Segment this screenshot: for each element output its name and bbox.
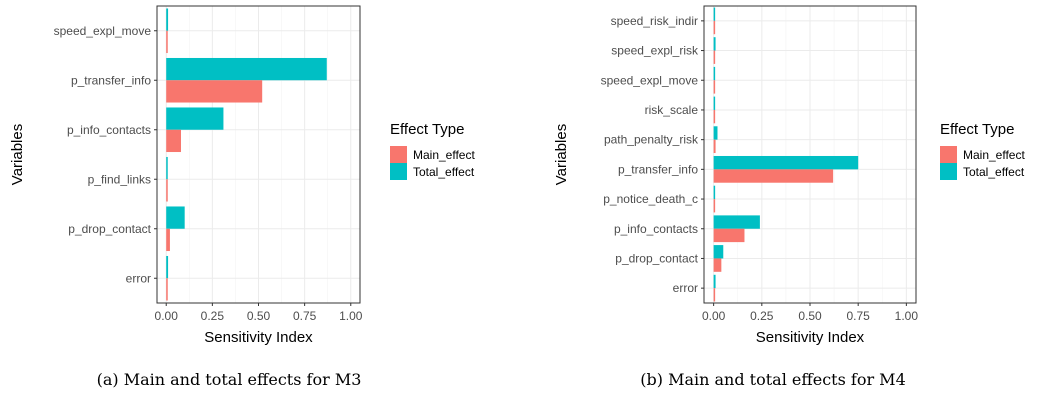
bar-total-effect — [713, 96, 716, 110]
x-axis-title: Sensitivity Index — [204, 329, 313, 346]
x-tick-label: 0.25 — [750, 309, 774, 323]
y-tick-label: p_transfer_info — [71, 73, 151, 87]
figure-caption: (a) Main and total effects for M3 — [97, 370, 362, 389]
bar-total-effect — [713, 37, 716, 51]
y-tick-label: p_transfer_info — [618, 162, 698, 176]
x-tick-label: 0.00 — [155, 309, 179, 323]
x-tick-label: 0.25 — [201, 309, 225, 323]
y-tick-label: risk_scale — [645, 103, 699, 117]
y-tick-label: p_drop_contact — [68, 222, 151, 236]
legend: Effect Type Main_effect Total_effect — [390, 121, 475, 180]
bar-total-effect — [713, 126, 718, 140]
bar-total-effect — [166, 156, 168, 180]
bar-main-effect — [713, 50, 716, 64]
chart-b: speed_risk_indir speed_expl_risk speed_exp… — [553, 5, 1025, 389]
legend-label: Total_effect — [413, 165, 475, 179]
bar-main-effect — [713, 288, 716, 302]
legend-label: Main_effect — [963, 148, 1025, 162]
legend-key-total-effect — [390, 163, 407, 180]
bar-total-effect — [166, 57, 327, 81]
y-tick-label: p_info_contacts — [614, 222, 698, 236]
bar-main-effect — [166, 30, 168, 54]
y-tick-label: speed_expl_move — [54, 24, 152, 38]
y-tick-label: p_info_contacts — [67, 123, 151, 137]
bar-main-effect — [713, 169, 834, 183]
x-tick-label: 0.75 — [293, 309, 317, 323]
bar-total-effect — [166, 8, 169, 31]
x-tick-label: 0.50 — [798, 309, 822, 323]
x-tick-label: 0.00 — [702, 309, 726, 323]
legend-label: Total_effect — [963, 165, 1025, 179]
x-tick-label: 0.50 — [247, 309, 271, 323]
x-axis-title: Sensitivity Index — [756, 329, 865, 346]
y-tick-label: speed_expl_risk — [611, 44, 699, 58]
x-tick-label: 0.75 — [847, 309, 871, 323]
bar-total-effect — [713, 7, 716, 21]
bar-main-effect — [166, 228, 170, 252]
y-tick-label: p_drop_contact — [615, 251, 698, 265]
bar-main-effect — [166, 179, 168, 202]
bar-main-effect — [713, 80, 716, 94]
bar-total-effect — [713, 155, 859, 170]
bar-total-effect — [166, 107, 224, 130]
y-axis-title: Variables — [9, 124, 26, 185]
legend: Effect Type Main_effect Total_effect — [940, 121, 1025, 180]
bar-main-effect — [166, 80, 263, 103]
bar-total-effect — [166, 206, 185, 229]
legend-key-main-effect — [940, 146, 957, 163]
bar-total-effect — [166, 255, 169, 279]
y-tick-label: p_notice_death_c — [603, 192, 698, 206]
bar-main-effect — [713, 258, 722, 272]
bar-main-effect — [713, 228, 745, 243]
bar-main-effect — [166, 129, 181, 153]
bar-main-effect — [713, 199, 716, 213]
y-tick-label: speed_expl_move — [601, 73, 699, 87]
y-tick-label: p_find_links — [88, 172, 151, 186]
bar-main-effect — [713, 20, 716, 35]
bar-total-effect — [713, 274, 716, 289]
figure-caption: (b) Main and total effects for M4 — [640, 370, 906, 389]
bar-total-effect — [713, 215, 760, 229]
legend-title: Effect Type — [940, 121, 1015, 138]
y-axis-title: Variables — [553, 124, 570, 185]
y-tick-label: error — [673, 281, 698, 295]
bar-total-effect — [713, 185, 716, 200]
chart-a: speed_expl_move p_transfer_info p_info_con… — [9, 5, 475, 389]
bar-total-effect — [713, 66, 716, 81]
y-tick-label: error — [126, 271, 151, 285]
bar-main-effect — [713, 109, 716, 124]
legend-key-main-effect — [390, 146, 407, 163]
legend-title: Effect Type — [390, 121, 465, 138]
legend-label: Main_effect — [413, 148, 475, 162]
bar-main-effect — [166, 278, 168, 301]
bar-total-effect — [713, 245, 724, 259]
x-tick-label: 1.00 — [895, 309, 919, 323]
y-tick-label: speed_risk_indir — [611, 14, 698, 28]
x-tick-label: 1.00 — [339, 309, 363, 323]
legend-key-total-effect — [940, 163, 957, 180]
y-tick-label: path_penalty_risk — [604, 133, 699, 147]
bar-main-effect — [713, 139, 716, 154]
